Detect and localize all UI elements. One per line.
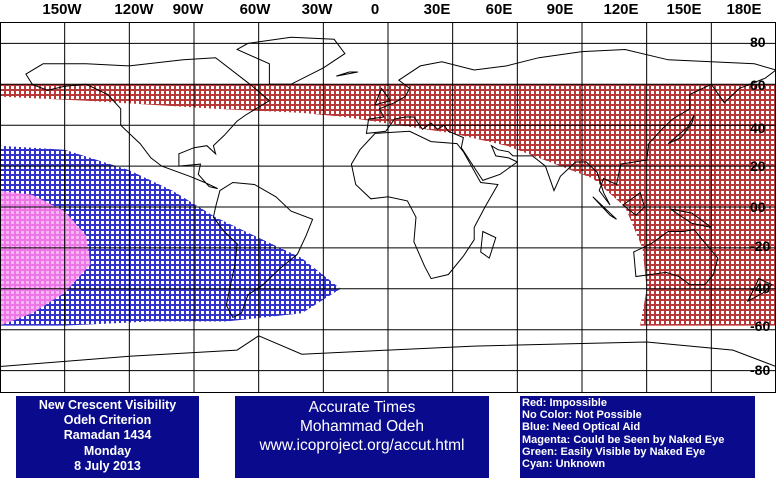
legend-item-blue: Blue: Need Optical Aid <box>522 421 641 434</box>
world-map-canvas <box>0 22 776 393</box>
island-british-isles <box>374 87 392 106</box>
legend-box: Red: Impossible No Color: Not Possible B… <box>520 396 755 478</box>
longitude-label: 150W <box>42 1 82 18</box>
longitude-label: 120W <box>114 1 154 18</box>
author-name: Mohammad Odeh <box>299 418 425 435</box>
hijri-month: Ramadan 1434 <box>63 428 152 443</box>
longitude-label: 0 <box>370 1 380 18</box>
longitude-label: 60E <box>485 1 513 18</box>
author-info-box: Accurate Times Mohammad Odeh www.icoproj… <box>235 396 489 478</box>
continent-north-america <box>25 57 271 190</box>
longitude-label: 120E <box>603 1 639 18</box>
latitude-label: -80 <box>750 362 771 378</box>
gregorian-date: 8 July 2013 <box>74 458 141 473</box>
longitude-label: 90W <box>172 1 204 18</box>
continent-africa <box>350 130 499 280</box>
island-sumatra <box>592 196 617 220</box>
continent-eurasia <box>365 48 776 206</box>
continent-south-america <box>212 181 314 319</box>
continent-greenland <box>235 36 346 85</box>
longitude-label: 180E <box>726 1 762 18</box>
longitude-label: 30W <box>301 1 333 18</box>
island-new-zealand <box>746 277 773 303</box>
island-iceland <box>336 71 358 77</box>
latitude-label: 40 <box>750 120 766 136</box>
software-name: Accurate Times <box>308 399 416 416</box>
island-japan <box>667 114 695 145</box>
latitude-label: 00 <box>750 199 766 215</box>
zone-magenta <box>0 190 91 326</box>
latitude-label: -60 <box>750 318 771 334</box>
latitude-label: 80 <box>750 34 766 50</box>
longitude-label: 150E <box>666 1 702 18</box>
longitude-label: 90E <box>546 1 574 18</box>
longitude-label: 30E <box>423 1 451 18</box>
visibility-map: 150W 120W 90W 60W 30W 0 30E 60E 90E 120E 150E 180E … <box>0 1 776 393</box>
latitude-label: 60 <box>750 77 766 93</box>
continent-australia <box>633 228 719 286</box>
legend-item-red: Red: Impossible <box>522 397 607 409</box>
criterion-title: New Crescent Visibility <box>38 398 177 412</box>
criterion-name: Odeh Criterion <box>63 413 152 428</box>
longitude-label: 60W <box>239 1 271 18</box>
zone-blue <box>0 145 341 326</box>
legend-item-no-color: No Color: Not Possible <box>522 409 642 422</box>
latitude-label: -20 <box>750 238 771 254</box>
legend-item-magenta: Magenta: Could be Seen by Naked Eye <box>522 433 725 446</box>
criterion-info-box: New Crescent Visibility Odeh Criterion R… <box>16 396 199 478</box>
website-url: www.icoproject.org/accut.html <box>259 437 465 454</box>
latitude-label: -40 <box>750 280 771 296</box>
island-madagascar <box>480 230 497 259</box>
legend-item-cyan: Cyan: Unknown <box>522 458 606 471</box>
map-grid <box>0 22 776 393</box>
legend-item-green: Green: Easily Visible by Naked Eye <box>522 445 706 458</box>
weekday: Monday <box>83 443 132 458</box>
latitude-label: 20 <box>750 158 766 174</box>
